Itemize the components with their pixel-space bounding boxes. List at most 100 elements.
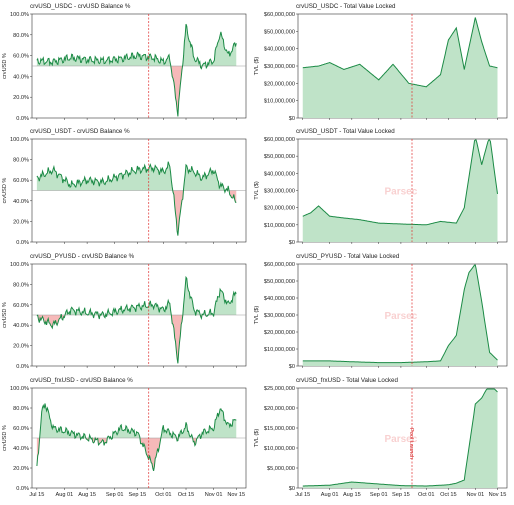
- y-tick-label: 20.0%: [13, 95, 29, 101]
- fill-above-baseline: [36, 161, 237, 191]
- fill-below-baseline: [36, 66, 237, 117]
- x-tick-label: Oct 15: [178, 492, 194, 498]
- series-line: [36, 23, 237, 117]
- y-tick-label: $10,000,000: [264, 99, 295, 105]
- y-tick-label: 100.0%: [10, 12, 29, 18]
- y-tick-label: $0: [289, 240, 295, 246]
- y-tick-label: $60,000,000: [264, 262, 295, 268]
- watermark-logo: Parsec: [385, 187, 418, 198]
- y-tick-label: $50,000,000: [264, 279, 295, 285]
- y-tick-label: $40,000,000: [264, 296, 295, 302]
- y-tick-label: 100.0%: [10, 262, 29, 268]
- y-tick-label: 40.0%: [13, 446, 29, 452]
- watermark-logo: Parsec: [385, 434, 418, 445]
- y-tick-label: $0: [289, 486, 295, 492]
- x-tick-label: Sep 15: [392, 492, 410, 498]
- y-tick-label: 0.0%: [16, 364, 29, 370]
- chart-title: crvUSD_frxUSD - crvUSD Balance %: [30, 377, 133, 384]
- series-line: [302, 264, 498, 364]
- y-axis-label: crvUSD %: [2, 53, 8, 79]
- y-tick-label: 0.0%: [16, 486, 29, 492]
- y-tick-label: 60.0%: [13, 426, 29, 432]
- x-tick-label: Sep 15: [129, 492, 147, 498]
- y-tick-label: $50,000,000: [264, 154, 295, 160]
- watermark-logo: Parsec: [385, 311, 418, 322]
- fill-above-baseline: [36, 277, 237, 315]
- tvl-area: [302, 389, 498, 488]
- y-tick-label: $30,000,000: [264, 64, 295, 70]
- series-line: [302, 139, 498, 226]
- chart-title: crvUSD_USDC - Total Value Locked: [296, 3, 396, 10]
- x-tick-label: Nov 15: [489, 492, 507, 498]
- x-tick-label: Jul 15: [295, 492, 310, 498]
- y-tick-label: $0: [289, 364, 295, 370]
- x-tick-label: Aug 15: [78, 492, 96, 498]
- series-line: [36, 161, 237, 236]
- chart-title: crvUSD_frxUSD - Total Value Locked: [296, 377, 398, 384]
- y-tick-label: $20,000,000: [264, 81, 295, 87]
- chart-pyusd-tvl: crvUSD_PYUSD - Total Value Locked $0 $10,0…: [254, 253, 508, 370]
- y-axis-label: TVL ($): [254, 306, 260, 325]
- y-tick-label: $10,000,000: [264, 446, 295, 452]
- y-tick-label: 0.0%: [16, 116, 29, 122]
- fill-below-baseline: [36, 438, 237, 471]
- y-axis-label: crvUSD %: [2, 425, 8, 451]
- y-tick-label: 0.0%: [16, 240, 29, 246]
- y-tick-label: 80.0%: [13, 33, 29, 39]
- x-tick-label: Sep 01: [370, 492, 388, 498]
- chart-usdc-tvl: crvUSD_USDC - Total Value Locked $0 $10,00…: [254, 3, 508, 122]
- chart-title: crvUSD_USDC - crvUSD Balance %: [30, 3, 131, 10]
- x-tick-label: Aug 01: [321, 492, 339, 498]
- x-tick-label: Jul 15: [29, 492, 44, 498]
- y-axis-label: crvUSD %: [2, 302, 8, 328]
- chart-usdt-tvl: crvUSD_USDT - Total Value Locked $0 $10,00…: [254, 128, 508, 246]
- series-line: [302, 17, 498, 88]
- y-tick-label: $40,000,000: [264, 47, 295, 53]
- y-tick-label: 60.0%: [13, 178, 29, 184]
- y-tick-label: 100.0%: [10, 137, 29, 143]
- chart-title: crvUSD_PYUSD - Total Value Locked: [296, 253, 400, 260]
- y-tick-label: 80.0%: [13, 282, 29, 288]
- y-tick-label: 60.0%: [13, 54, 29, 60]
- y-tick-label: $10,000,000: [264, 223, 295, 229]
- x-tick-label: Sep 01: [106, 492, 124, 498]
- y-tick-label: 100.0%: [10, 386, 29, 392]
- chart-usdt-balance: crvUSD_USDT - crvUSD Balance % 0.0% 20.0% 4…: [2, 128, 247, 246]
- y-axis-label: TVL ($): [254, 57, 260, 76]
- x-tick-label: Oct 01: [155, 492, 171, 498]
- fill-below-baseline: [36, 190, 237, 236]
- y-tick-label: 80.0%: [13, 158, 29, 164]
- y-tick-label: $20,000,000: [264, 206, 295, 212]
- y-tick-label: $60,000,000: [264, 12, 295, 18]
- y-tick-label: 40.0%: [13, 323, 29, 329]
- chart-frxusd-balance: crvUSD_frxUSD - crvUSD Balance % 0.0% 20.0…: [2, 377, 247, 498]
- y-tick-label: $30,000,000: [264, 189, 295, 195]
- chart-pyusd-balance: crvUSD_PYUSD - crvUSD Balance % 0.0% 20.0%…: [2, 253, 247, 370]
- x-tick-label: Oct 15: [440, 492, 456, 498]
- y-tick-label: $10,000,000: [264, 347, 295, 353]
- chart-title: crvUSD_PYUSD - crvUSD Balance %: [30, 253, 135, 260]
- y-tick-label: 40.0%: [13, 199, 29, 205]
- y-tick-label: 20.0%: [13, 466, 29, 472]
- x-tick-label: Nov 01: [466, 492, 484, 498]
- y-axis-label: crvUSD %: [2, 178, 8, 204]
- y-tick-label: 20.0%: [13, 219, 29, 225]
- y-axis-label: TVL ($): [254, 429, 260, 448]
- y-tick-label: 20.0%: [13, 344, 29, 350]
- y-tick-label: 40.0%: [13, 74, 29, 80]
- x-tick-label: Oct 01: [418, 492, 434, 498]
- y-tick-label: $40,000,000: [264, 171, 295, 177]
- y-tick-label: $20,000,000: [264, 330, 295, 336]
- y-tick-label: $5,000,000: [267, 466, 295, 472]
- y-tick-label: $60,000,000: [264, 137, 295, 143]
- y-tick-label: $20,000,000: [264, 406, 295, 412]
- chart-usdc-balance: crvUSD_USDC - crvUSD Balance % 0.0% 20.0% 4…: [2, 3, 247, 122]
- fill-below-baseline: [36, 315, 237, 364]
- y-tick-label: $15,000,000: [264, 426, 295, 432]
- y-tick-label: $30,000,000: [264, 313, 295, 319]
- x-tick-label: Nov 01: [205, 492, 223, 498]
- fill-above-baseline: [36, 24, 237, 67]
- y-tick-label: 80.0%: [13, 406, 29, 412]
